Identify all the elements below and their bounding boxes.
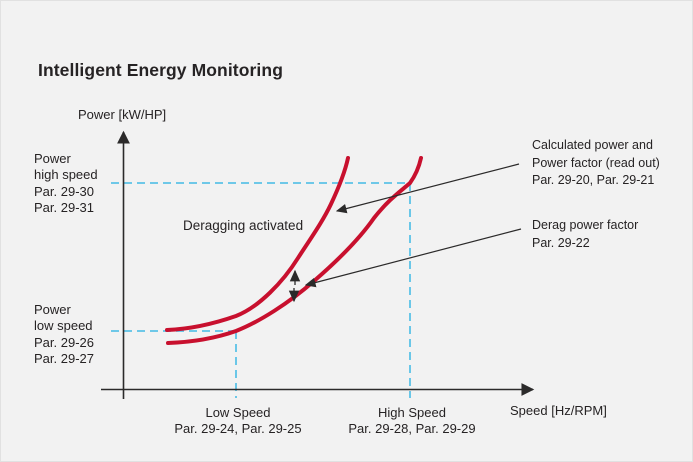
power-low-speed-line-4: Par. 29-27 [34, 350, 94, 366]
power-curve [166, 156, 423, 345]
page-title: Intelligent Energy Monitoring [38, 60, 283, 80]
low-speed-axis-label: Low Speed Par. 29-24, Par. 29-25 [160, 405, 316, 437]
power-low-speed-line-2: low speed [34, 318, 93, 334]
low-speed-line-2: Par. 29-24, Par. 29-25 [174, 421, 302, 436]
power-high-speed-line-2: high speed [34, 167, 98, 183]
high-speed-axis-label: High Speed Par. 29-28, Par. 29-29 [330, 405, 494, 437]
calculated-power-line-2: Power factor (read out) [532, 155, 660, 170]
low-speed-line-1: Low Speed [205, 405, 271, 420]
power-low-speed-label: Power low speed Par. 29-26 Par. 29-27 [34, 302, 94, 367]
calculated-power-arrow [335, 163, 520, 214]
y-axis-label: Power [kW/HP] [78, 107, 167, 122]
high-speed-line-1: High Speed [378, 405, 446, 420]
derag-power-factor-arrow [304, 228, 522, 288]
x-axis-label: Speed [Hz/RPM] [510, 403, 607, 418]
power-low-speed-line-3: Par. 29-26 [34, 334, 94, 350]
derag-power-factor-line-1: Derag power factor [532, 218, 639, 232]
high-speed-line-2: Par. 29-28, Par. 29-29 [348, 421, 476, 436]
power-high-speed-line-1: Power [34, 151, 71, 166]
power-high-speed-line-4: Par. 29-31 [34, 199, 94, 215]
calculated-power-line-3: Par. 29-20, Par. 29-21 [532, 173, 655, 187]
derag-curve [165, 156, 350, 332]
power-high-speed-label: Power high speed Par. 29-30 Par. 29-31 [34, 151, 98, 216]
calculated-power-label: Calculated power and Power factor (read … [532, 137, 660, 190]
derag-power-factor-label: Derag power factor Par. 29-22 [532, 217, 638, 252]
calculated-power-line-1: Calculated power and [532, 138, 653, 152]
power-high-speed-line-3: Par. 29-30 [34, 183, 94, 199]
derag-power-factor-line-2: Par. 29-22 [532, 235, 590, 250]
power-low-speed-line-1: Power [34, 302, 71, 317]
deragging-activated-label: Deragging activated [183, 218, 304, 233]
